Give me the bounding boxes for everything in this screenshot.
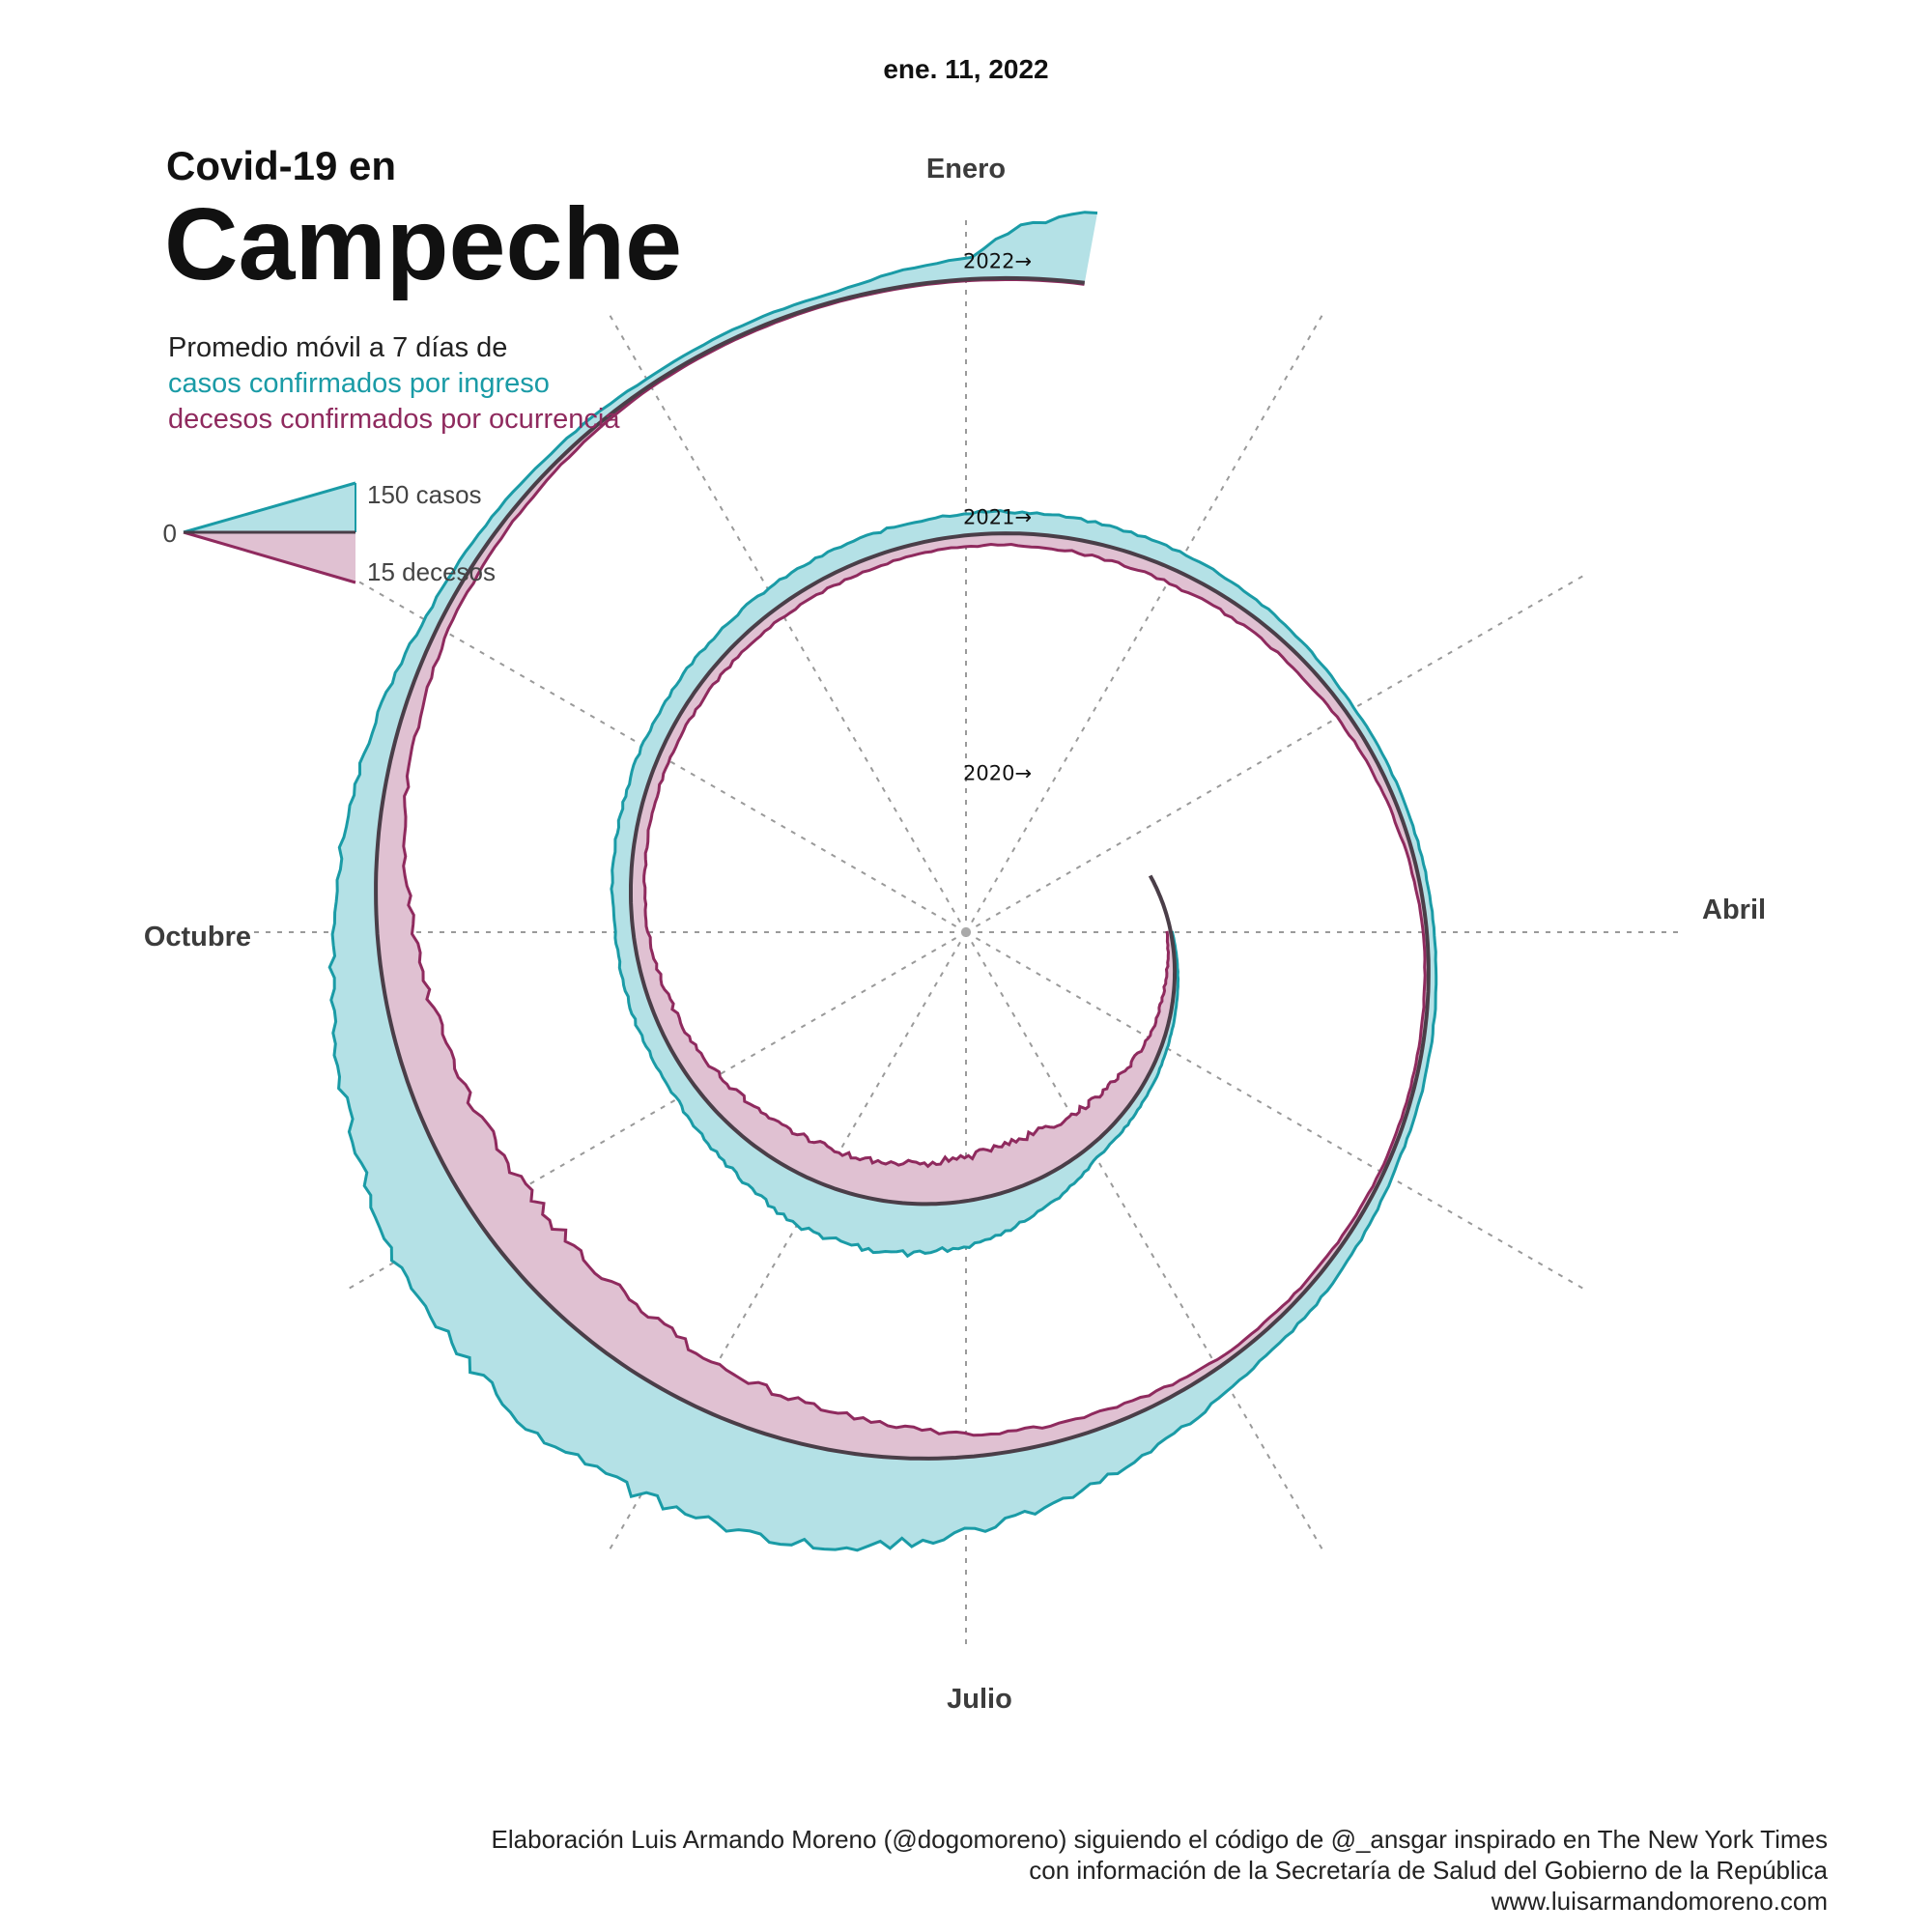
month-spoke-2 [965,312,1324,933]
legend: 0 150 casos 15 decesos [163,480,496,586]
year-labels: 2020→ 2021→ 2022→ [963,249,1032,784]
cases-area [329,212,1436,1550]
deaths-area [376,277,1429,1459]
footer-line-1: Elaboración Luis Armando Moreno (@dogomo… [491,1825,1828,1854]
month-spoke-3 [965,574,1586,933]
year-label-1: 2021→ [963,505,1032,528]
deaths-line [402,278,1427,1437]
month-label-abril: Abril [1702,895,1766,925]
month-spoke-12 [608,312,967,933]
footer-line-2: con información de la Secretaría de Salu… [1029,1856,1828,1885]
data-areas [327,211,1438,1552]
date-label: ene. 11, 2022 [883,54,1048,84]
cases-line [327,211,1438,1552]
subtitle: Promedio móvil a 7 días de casos confirm… [168,330,619,438]
legend-cases-label: 150 casos [367,480,482,509]
title-small: Covid-19 en [166,143,397,188]
axis-labels: Enero Abril Julio Octubre [144,154,1766,1715]
month-spoke-6 [965,931,1324,1552]
year-label-2: 2022→ [963,249,1032,272]
month-label-enero: Enero [926,154,1006,185]
subtitle-cases: casos confirmados por ingreso [168,368,550,399]
legend-zero-label: 0 [163,519,177,548]
title-big: Campeche [164,187,683,301]
baseline-spiral [374,275,1431,1461]
center-dot [961,927,971,937]
footer-line-3: www.luisarmandomoreno.com [1491,1887,1828,1916]
month-label-octubre: Octubre [144,922,251,952]
footer-credits: Elaboración Luis Armando Moreno (@dogomo… [492,1824,1828,1917]
month-spoke-11 [346,574,967,933]
legend-deaths-edge [183,530,356,584]
subtitle-deaths: decesos confirmados por ocurrencia [168,404,620,435]
month-spoke-5 [965,931,1586,1291]
subtitle-line: Promedio móvil a 7 días de [168,332,508,363]
legend-deaths-label: 15 decesos [367,557,496,586]
legend-cases-edge [183,481,356,534]
year-label-0: 2020→ [963,761,1032,784]
month-label-julio: Julio [947,1684,1012,1715]
